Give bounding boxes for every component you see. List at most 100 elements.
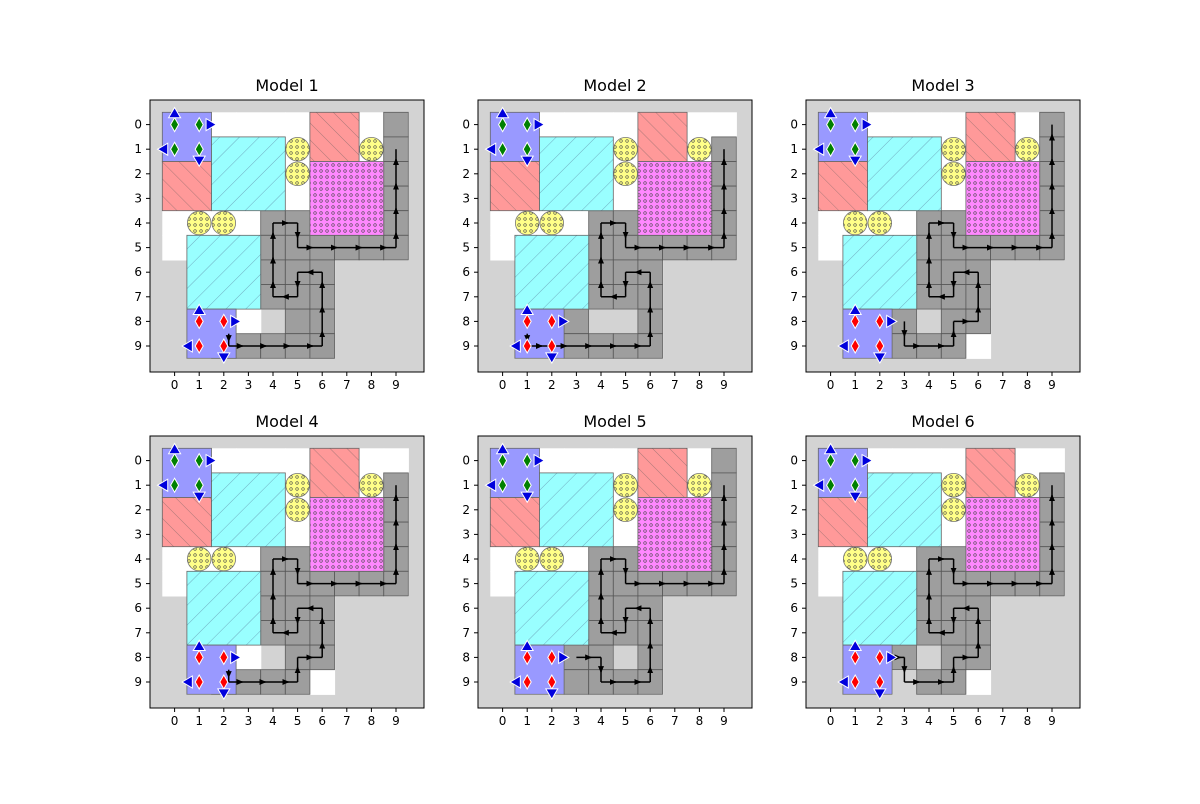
block-blue_start bbox=[817, 447, 868, 498]
free-cell bbox=[285, 186, 311, 212]
circle-hatch bbox=[1015, 137, 1040, 162]
x-tick-label: 7 bbox=[343, 378, 351, 392]
y-tick-label: 6 bbox=[790, 265, 798, 279]
port-right-triangle bbox=[533, 453, 546, 468]
panel-title: Model 4 bbox=[255, 412, 318, 431]
y-tick-label: 0 bbox=[462, 118, 470, 132]
circle-hatch bbox=[539, 547, 564, 571]
free-cell bbox=[916, 112, 942, 138]
port-down-triangle bbox=[848, 155, 863, 168]
port-up-triangle bbox=[848, 639, 863, 652]
circle-hatch bbox=[515, 547, 540, 571]
block-hatch bbox=[965, 448, 1016, 498]
y-tick-label: 2 bbox=[462, 503, 470, 517]
free-cell bbox=[359, 112, 385, 138]
y-tick-label: 5 bbox=[462, 577, 470, 591]
x-tick-label: 3 bbox=[901, 378, 909, 392]
x-tick-label: 4 bbox=[269, 714, 277, 728]
circle-hatch bbox=[613, 137, 638, 162]
x-tick-label: 7 bbox=[343, 714, 351, 728]
x-tick-label: 5 bbox=[294, 378, 302, 392]
y-tick-label: 8 bbox=[790, 650, 798, 664]
y-tick-label: 8 bbox=[790, 314, 798, 328]
panel-6: Model 6 0 1 2 3 4 5 6 7 8 9 0 1 2 3 4 5 6 7 8 9 bbox=[790, 412, 1081, 728]
free-cell bbox=[613, 112, 639, 138]
target-diamond bbox=[522, 673, 532, 691]
x-tick-label: 6 bbox=[974, 378, 982, 392]
circle-hatch bbox=[941, 497, 966, 522]
block-blue_start bbox=[186, 308, 237, 359]
source-diamond bbox=[194, 116, 204, 133]
target-diamond bbox=[547, 649, 557, 666]
x-tick-label: 2 bbox=[220, 714, 228, 728]
target-diamond bbox=[219, 313, 229, 330]
port-left-triangle bbox=[812, 142, 825, 157]
y-tick-label: 4 bbox=[462, 216, 470, 230]
block-hatch bbox=[965, 161, 1040, 236]
panels-layer: Model 1 0 1 2 3 4 5 6 7 8 9 0 1 2 3 4 5 6 7 8 9 Model 2 0 1 2 3 4 5… bbox=[134, 76, 1081, 728]
block-hatch bbox=[867, 136, 942, 211]
block-hatch bbox=[186, 571, 261, 646]
target-diamond bbox=[850, 337, 860, 355]
free-cell bbox=[892, 112, 918, 138]
y-tick-label: 6 bbox=[462, 265, 470, 279]
y-tick-label: 5 bbox=[134, 577, 142, 591]
port-right-triangle bbox=[886, 314, 898, 329]
y-tick-label: 2 bbox=[134, 167, 142, 181]
free-cell bbox=[285, 448, 311, 474]
circle-hatch bbox=[867, 547, 892, 571]
y-tick-label: 5 bbox=[790, 577, 798, 591]
y-tick-label: 3 bbox=[462, 191, 470, 205]
target-diamond bbox=[875, 649, 885, 666]
block-hatch bbox=[539, 472, 614, 547]
x-tick-label: 7 bbox=[999, 378, 1007, 392]
block-hatch bbox=[490, 497, 540, 547]
block-hatch bbox=[309, 448, 360, 498]
y-tick-label: 7 bbox=[462, 290, 470, 304]
circle-hatch bbox=[211, 211, 236, 235]
free-cell bbox=[892, 210, 918, 236]
block-blue_start bbox=[842, 308, 893, 359]
free-cell bbox=[1015, 112, 1041, 138]
y-tick-label: 8 bbox=[462, 314, 470, 328]
x-tick-label: 8 bbox=[368, 378, 376, 392]
y-tick-label: 0 bbox=[134, 454, 142, 468]
y-tick-label: 0 bbox=[134, 118, 142, 132]
free-cell bbox=[309, 669, 336, 695]
free-cell bbox=[564, 448, 590, 474]
circle-hatch bbox=[359, 473, 384, 498]
circle-hatch bbox=[539, 211, 564, 235]
block-hatch bbox=[867, 472, 942, 547]
port-up-triangle bbox=[495, 106, 510, 119]
free-cell bbox=[236, 112, 262, 138]
panel-title: Model 6 bbox=[911, 412, 974, 431]
port-left-triangle bbox=[837, 339, 849, 353]
circle-hatch bbox=[843, 547, 868, 571]
y-tick-label: 6 bbox=[134, 265, 142, 279]
x-tick-label: 5 bbox=[622, 714, 630, 728]
x-tick-label: 3 bbox=[245, 714, 253, 728]
port-up-triangle bbox=[823, 442, 838, 455]
y-tick-label: 6 bbox=[462, 601, 470, 615]
block-blue_start bbox=[186, 644, 237, 695]
source-diamond bbox=[170, 116, 180, 133]
free-cell bbox=[818, 210, 844, 236]
y-tick-label: 9 bbox=[790, 675, 798, 689]
x-tick-label: 3 bbox=[573, 378, 581, 392]
circle-hatch bbox=[187, 547, 212, 571]
free-cell bbox=[490, 210, 516, 236]
port-down-triangle bbox=[192, 491, 207, 504]
port-up-triangle bbox=[823, 106, 838, 119]
y-tick-label: 1 bbox=[462, 478, 470, 492]
free-cell bbox=[285, 112, 311, 138]
free-cell bbox=[236, 546, 262, 572]
free-cell bbox=[260, 448, 286, 474]
circle-hatch bbox=[941, 137, 966, 162]
x-tick-label: 8 bbox=[1024, 378, 1032, 392]
target-diamond bbox=[219, 649, 229, 666]
x-tick-label: 2 bbox=[548, 714, 556, 728]
y-tick-label: 9 bbox=[134, 675, 142, 689]
circle-hatch bbox=[1015, 473, 1040, 498]
x-tick-label: 0 bbox=[499, 714, 507, 728]
